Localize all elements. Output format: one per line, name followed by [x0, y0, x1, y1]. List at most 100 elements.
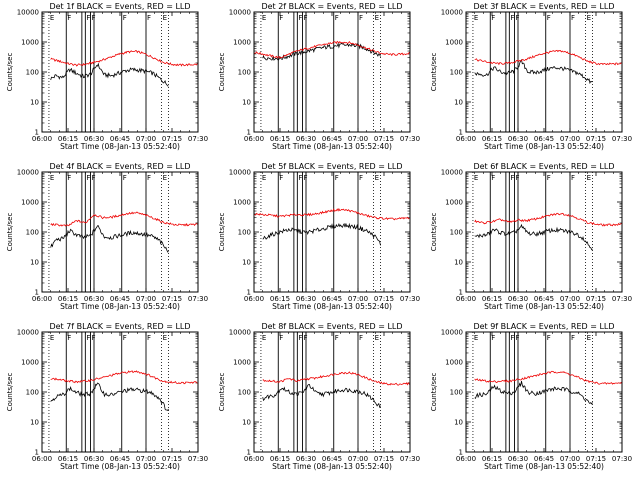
time-marker-tag: F: [491, 334, 495, 342]
time-marker-tag: F: [571, 174, 575, 182]
x-tick-label: 07:30: [188, 455, 208, 463]
x-tick-label: 07:00: [560, 455, 580, 463]
x-tick-label: 07:15: [162, 455, 182, 463]
time-marker-tag: F: [123, 334, 127, 342]
y-tick-label: 10000: [17, 329, 39, 337]
plot-frame: [41, 11, 199, 133]
time-marker-tag: F: [359, 334, 363, 342]
events-series-line: [262, 222, 381, 246]
x-tick-label: 07:15: [586, 135, 606, 143]
plot-frame: [465, 11, 623, 133]
time-marker-tag: E: [587, 14, 591, 22]
plot-frame: [253, 171, 411, 293]
x-tick-label: 06:45: [322, 295, 342, 303]
y-tick-label: 100: [450, 69, 463, 77]
x-tick-label: 06:15: [58, 295, 78, 303]
x-tick-label: 07:00: [560, 135, 580, 143]
x-tick-label: 06:30: [84, 455, 104, 463]
events-series-line: [262, 384, 381, 409]
time-marker-tag: F: [67, 14, 71, 22]
time-marker-tag: E: [375, 174, 379, 182]
x-tick-label: 06:30: [296, 135, 316, 143]
x-tick-label: 07:15: [586, 455, 606, 463]
time-marker-tag: E: [474, 14, 478, 22]
x-tick-label: 07:30: [612, 135, 632, 143]
x-tick-label: 06:30: [296, 295, 316, 303]
x-tick-label: 06:00: [244, 135, 264, 143]
y-tick-label: 10000: [441, 169, 463, 177]
y-tick-label: 100: [450, 229, 463, 237]
time-marker-tag: E: [375, 14, 379, 22]
x-tick-label: 06:30: [508, 295, 528, 303]
time-marker-tag: E: [50, 174, 54, 182]
time-marker-tag: F: [279, 174, 283, 182]
x-tick-label: 06:45: [110, 295, 130, 303]
time-marker-tag: F: [86, 334, 90, 342]
events-series-line: [262, 42, 381, 61]
y-tick-label: 10: [454, 259, 463, 267]
x-axis-label: Start Time (08-Jan-13 05:52:40): [60, 462, 180, 471]
x-tick-label: 06:15: [270, 135, 290, 143]
y-axis-label: Counts/sec: [218, 213, 226, 252]
x-tick-label: 06:45: [110, 135, 130, 143]
y-tick-label: 10000: [441, 9, 463, 17]
y-tick-label: 1: [459, 289, 463, 297]
x-tick-label: 06:30: [84, 295, 104, 303]
x-tick-label: 07:30: [188, 295, 208, 303]
y-tick-label: 1: [35, 449, 39, 457]
time-marker-tag: F: [547, 14, 551, 22]
y-tick-label: 100: [26, 389, 39, 397]
chart-panel-8: Det 8f BLACK = Events, RED = LLD Counts/s…: [218, 322, 420, 471]
x-tick-label: 07:00: [136, 135, 156, 143]
time-marker-tag: E: [50, 334, 54, 342]
time-marker-tag: F: [516, 334, 520, 342]
time-marker-tag: F: [335, 14, 339, 22]
time-marker-tag: F: [516, 14, 520, 22]
x-axis-label: Start Time (08-Jan-13 05:52:40): [484, 302, 604, 311]
lld-series-line: [50, 370, 198, 385]
time-marker-tag: F: [298, 174, 302, 182]
time-marker-tag: F: [547, 334, 551, 342]
x-tick-label: 06:15: [58, 135, 78, 143]
y-axis-label: Counts/sec: [6, 373, 14, 412]
plot-frame: [253, 331, 411, 453]
events-series-line: [50, 62, 169, 87]
time-marker-tag: F: [147, 174, 151, 182]
x-tick-label: 06:45: [534, 135, 554, 143]
lld-series-line: [474, 370, 622, 385]
x-tick-label: 06:45: [322, 455, 342, 463]
x-axis-label: Start Time (08-Jan-13 05:52:40): [484, 462, 604, 471]
y-tick-label: 100: [238, 229, 251, 237]
time-marker-tag: F: [67, 334, 71, 342]
x-tick-label: 07:15: [162, 295, 182, 303]
chart-title: Det 1f BLACK = Events, RED = LLD: [49, 2, 190, 11]
time-marker-tag: F: [86, 14, 90, 22]
chart-panel-6: Det 6f BLACK = Events, RED = LLD Counts/s…: [430, 162, 632, 311]
x-axis-label: Start Time (08-Jan-13 05:52:40): [272, 142, 392, 151]
y-tick-label: 10000: [441, 329, 463, 337]
x-tick-label: 06:45: [110, 455, 130, 463]
chart-title: Det 5f BLACK = Events, RED = LLD: [261, 162, 402, 171]
x-tick-label: 07:00: [348, 455, 368, 463]
lld-series-line: [50, 50, 198, 67]
lld-series-line: [50, 211, 198, 227]
events-series-line: [474, 381, 593, 405]
y-tick-label: 100: [450, 389, 463, 397]
x-tick-label: 06:30: [508, 455, 528, 463]
x-tick-label: 06:15: [482, 295, 502, 303]
x-tick-label: 06:00: [244, 295, 264, 303]
lld-series-line: [254, 207, 410, 221]
y-tick-label: 1000: [21, 359, 39, 367]
events-series-line: [50, 382, 169, 411]
time-marker-tag: F: [92, 14, 96, 22]
y-axis-label: Counts/sec: [218, 53, 226, 92]
chart-title: Det 9f BLACK = Events, RED = LLD: [473, 322, 614, 331]
x-axis-label: Start Time (08-Jan-13 05:52:40): [484, 142, 604, 151]
y-tick-label: 1: [35, 129, 39, 137]
y-tick-label: 1: [35, 289, 39, 297]
time-marker-tag: F: [571, 334, 575, 342]
x-tick-label: 07:30: [400, 135, 420, 143]
time-marker-tag: F: [304, 14, 308, 22]
x-tick-label: 06:15: [270, 295, 290, 303]
x-tick-label: 06:00: [32, 295, 52, 303]
